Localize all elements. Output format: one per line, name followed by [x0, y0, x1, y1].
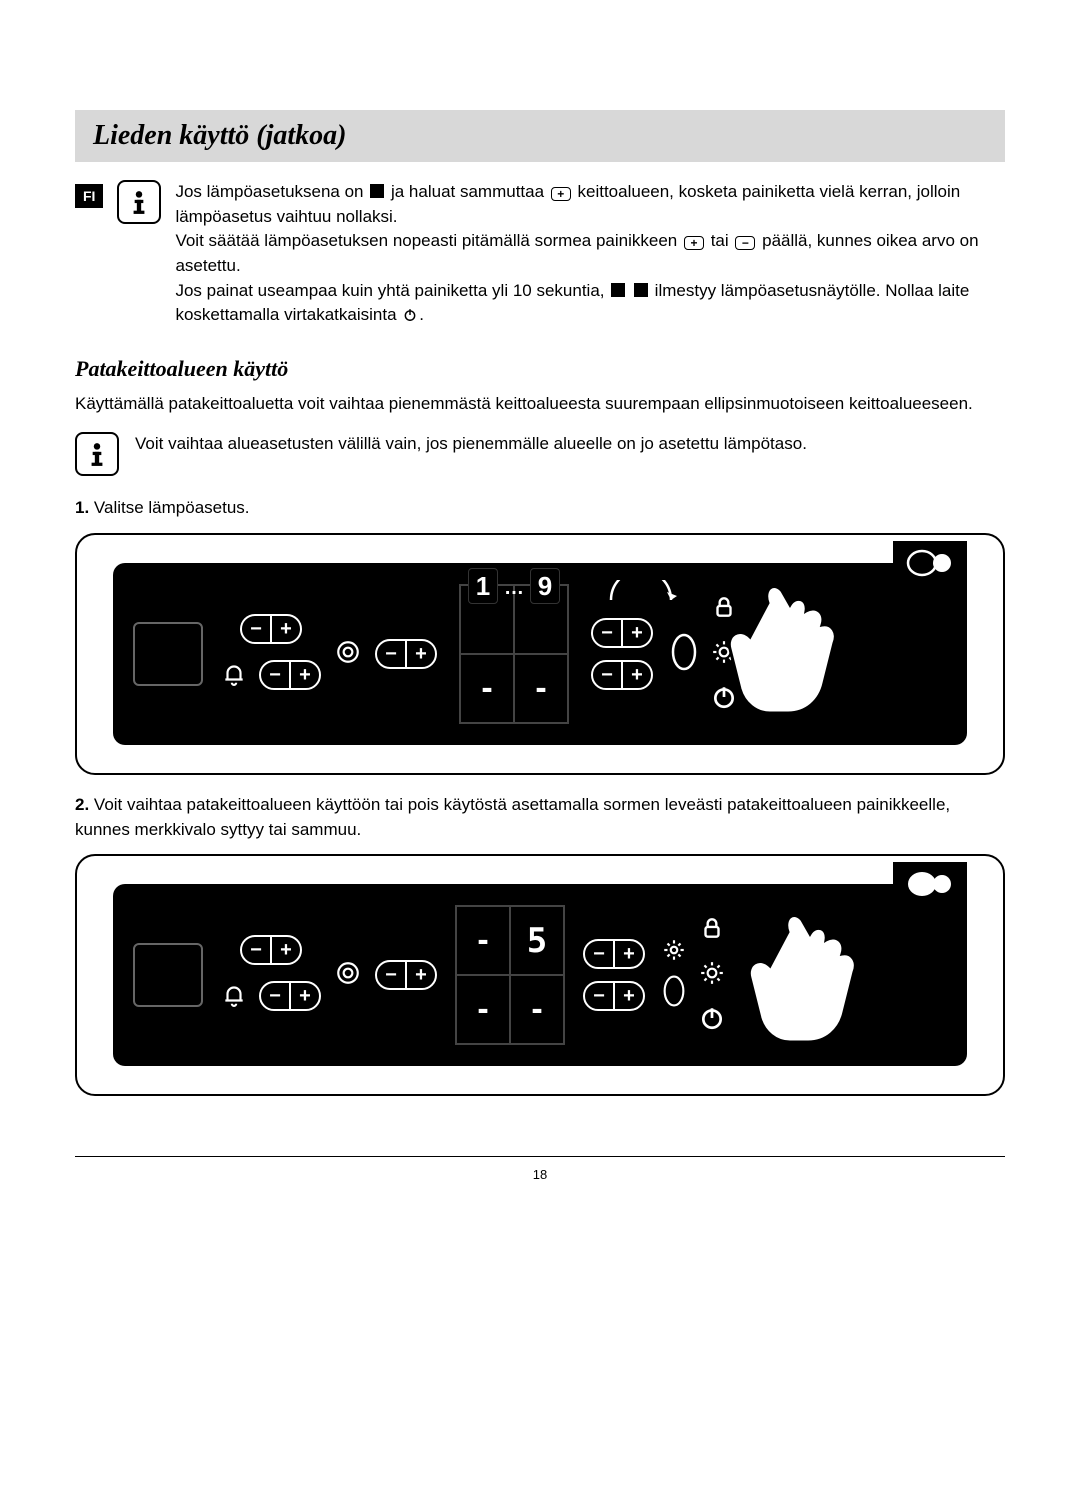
power-icon[interactable] — [699, 1005, 725, 1036]
plus-minus-button[interactable]: −+ — [591, 618, 653, 648]
cell: 5 — [510, 906, 564, 975]
zone-display — [133, 622, 203, 686]
oval-zone-icon[interactable] — [669, 632, 699, 677]
text-fragment: Jos painat useampaa kuin yhtä painiketta… — [175, 281, 609, 300]
plus-minus-button[interactable]: −+ — [240, 935, 302, 965]
page-root: Lieden käyttö (jatkoa) FI Jos lämpöasetu… — [0, 0, 1080, 1222]
plus-minus-button[interactable]: −+ — [375, 960, 437, 990]
plus-minus-button[interactable]: −+ — [583, 981, 645, 1011]
digit-readout: 1 … 9 — [468, 568, 560, 604]
section-title: Lieden käyttö (jatkoa) — [93, 120, 987, 152]
cell: - — [460, 654, 514, 723]
subheading: Patakeittoalueen käyttö — [75, 356, 1005, 382]
bell-icon — [221, 660, 247, 691]
plus-minus-button[interactable]: −+ — [375, 639, 437, 669]
info-text-1: Jos lämpöasetuksena on ja haluat sammutt… — [175, 180, 1005, 328]
intro-paragraph: Käyttämällä patakeittoaluetta voit vaiht… — [75, 392, 1005, 417]
info-icon — [117, 180, 161, 224]
plus-minus-button[interactable]: −+ — [259, 660, 321, 690]
zone-display — [133, 943, 203, 1007]
center-display: - - — [459, 584, 569, 724]
plus-minus-button[interactable]: −+ — [240, 614, 302, 644]
step-label: Voit vaihtaa patakeittoalueen käyttöön t… — [75, 795, 950, 839]
cell: - — [456, 975, 510, 1044]
arc-arrow-icon — [603, 580, 683, 604]
one-square-icon — [370, 184, 384, 198]
control-panel-figure-1: −+ −+ −+ 1 … 9 — [75, 533, 1005, 775]
digit-1: 1 — [468, 568, 498, 604]
control-panel-figure-2: −+ −+ −+ - 5 - - — [75, 854, 1005, 1096]
bell-icon — [221, 981, 247, 1012]
plus-minus-button[interactable]: −+ — [583, 939, 645, 969]
plus-button-icon: + — [684, 236, 704, 250]
cell: - — [510, 975, 564, 1044]
zone-indicator-callout — [893, 862, 967, 906]
cell: - — [514, 654, 568, 723]
step-number: 2. — [75, 795, 89, 814]
info-text-2: Voit vaihtaa alueasetusten välillä vain,… — [135, 432, 1005, 476]
square-icon — [611, 283, 625, 297]
footer-rule — [75, 1156, 1005, 1157]
power-icon — [403, 305, 417, 319]
brightness-icon[interactable] — [699, 960, 725, 991]
step-2: 2. Voit vaihtaa patakeittoalueen käyttöö… — [75, 793, 1005, 842]
zone-selector-icon[interactable] — [335, 960, 361, 991]
info-icon — [75, 432, 119, 476]
digit-9: 9 — [530, 568, 560, 604]
cell: - — [456, 906, 510, 975]
text-fragment: Voit säätää lämpöasetuksen nopeasti pitä… — [175, 231, 682, 250]
hand-pointer-icon — [713, 575, 853, 745]
text-fragment: . — [419, 305, 424, 324]
lock-icon[interactable] — [699, 915, 725, 946]
oval-zone-icon[interactable] — [661, 974, 687, 1013]
info-block-2: Voit vaihtaa alueasetusten välillä vain,… — [75, 432, 1005, 476]
info-block-1: FI Jos lämpöasetuksena on ja haluat samm… — [75, 180, 1005, 328]
minus-button-icon: − — [735, 236, 755, 250]
plus-minus-button[interactable]: −+ — [591, 660, 653, 690]
step-label: Valitse lämpöasetus. — [94, 498, 250, 517]
text-fragment: tai — [706, 231, 733, 250]
text-fragment: ja haluat sammuttaa — [386, 182, 549, 201]
hand-pointer-icon — [733, 904, 873, 1074]
zone-selector-icon[interactable] — [335, 639, 361, 670]
plus-minus-button[interactable]: −+ — [259, 981, 321, 1011]
language-badge: FI — [75, 184, 103, 208]
brightness-icon — [661, 937, 687, 968]
step-1: 1. Valitse lämpöasetus. — [75, 496, 1005, 521]
center-display: - 5 - - — [455, 905, 565, 1045]
text-fragment: Jos lämpöasetuksena on — [175, 182, 368, 201]
plus-button-icon: + — [551, 187, 571, 201]
page-number: 18 — [75, 1167, 1005, 1182]
zone-indicator-callout — [893, 541, 967, 585]
section-header: Lieden käyttö (jatkoa) — [75, 110, 1005, 162]
step-number: 1. — [75, 498, 89, 517]
square-icon — [634, 283, 648, 297]
ellipsis: … — [504, 577, 524, 604]
